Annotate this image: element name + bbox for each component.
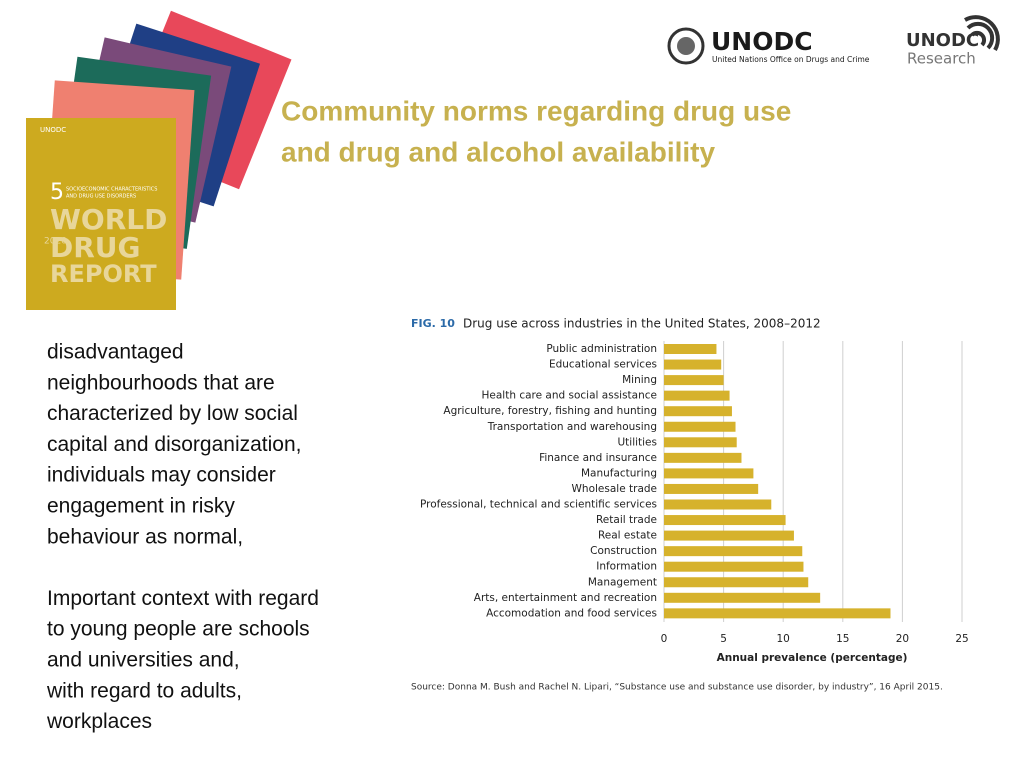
logo-name: UNODC [711,27,813,56]
bar [664,515,786,526]
category-label: Finance and insurance [539,452,657,464]
x-tick-label: 25 [955,633,968,645]
body-text: characterized by low social [47,402,298,425]
category-label: Wholesale trade [572,483,657,495]
cover-chapter: SOCIOECONOMIC CHARACTERISTICS [66,187,157,193]
un-emblem-globe [677,37,695,55]
category-label: Real estate [598,530,657,542]
research-logo-subtitle: Research [907,50,976,68]
cover-chapter: AND DRUG USE DISORDERS [66,194,136,200]
x-tick-label: 10 [777,633,790,645]
x-tick-label: 15 [836,633,849,645]
bar [664,530,794,541]
category-label: Health care and social assistance [482,390,657,402]
bar [664,344,717,354]
research-logo-icon [964,15,1000,51]
un-emblem [667,27,705,65]
bar [664,406,732,417]
bar [664,546,803,557]
body-text: to young people are schools [47,618,310,641]
cover-title: DRUG [50,231,141,264]
research-logo: UNODC Research [906,15,1000,68]
category-label: Accomodation and food services [486,607,657,619]
body-text: capital and disorganization, [47,433,302,456]
body-text: disadvantaged [47,341,184,364]
cover-year: 2020 [44,237,67,247]
category-label: Professional, technical and scientific s… [420,499,657,511]
bar [664,468,754,479]
bar [664,421,736,432]
category-label: Construction [590,545,657,557]
category-label: Management [588,576,657,588]
x-axis-label: Annual prevalence (percentage) [717,652,908,664]
unodc-logo: UNODC United Nations Office on Drugs and… [667,27,870,65]
body-text: workplaces [46,710,152,733]
cover-gold [26,118,176,310]
category-label: Mining [622,374,657,386]
bar [664,592,821,603]
body-text: individuals may consider [47,464,276,487]
category-label: Agriculture, forestry, fishing and hunti… [443,405,657,417]
body-text: Important context with regard [47,587,319,610]
logo-subtitle: United Nations Office on Drugs and Crime [712,55,870,64]
body-text: engagement in risky [47,495,235,518]
figure-label: FIG. 10 [411,317,455,330]
body-text: with regard to adults, [46,679,242,702]
category-label: Manufacturing [581,467,657,479]
category-label: Utilities [617,436,657,448]
cover-badge: UNODC [40,126,66,134]
bar [664,499,772,510]
category-label: Transportation and warehousing [487,421,657,433]
body-text: neighbourhoods that are [47,371,275,394]
bar [664,375,724,386]
body-text: behaviour as normal, [47,525,243,548]
chart-title: Drug use across industries in the United… [463,317,821,331]
category-label: Educational services [549,359,657,371]
research-logo-name: UNODC [906,30,979,51]
bar [664,359,722,370]
slide-title: Community norms regarding drug use [281,95,791,126]
slide-title: and drug and alcohol availability [281,136,716,167]
bar [664,483,759,494]
bar [664,437,737,448]
cover-title: WORLD [50,203,167,236]
category-label: Retail trade [596,514,657,526]
cover-title: REPORT [50,260,157,288]
cover-number: 5 [50,180,64,205]
category-label: Arts, entertainment and recreation [474,592,657,604]
x-tick-label: 20 [896,633,909,645]
x-tick-label: 5 [720,633,727,645]
bar [664,561,804,572]
bar [664,390,730,401]
bar [664,608,891,619]
category-label: Public administration [546,343,657,355]
body-text: and universities and, [47,649,240,672]
x-tick-label: 0 [661,633,668,645]
chart-source: Source: Donna M. Bush and Rachel N. Lipa… [411,683,943,693]
bar [664,452,742,463]
book-covers: UNODC 5 SOCIOECONOMIC CHARACTERISTICS AN… [26,10,292,310]
bar [664,577,809,588]
category-label: Information [596,561,657,573]
